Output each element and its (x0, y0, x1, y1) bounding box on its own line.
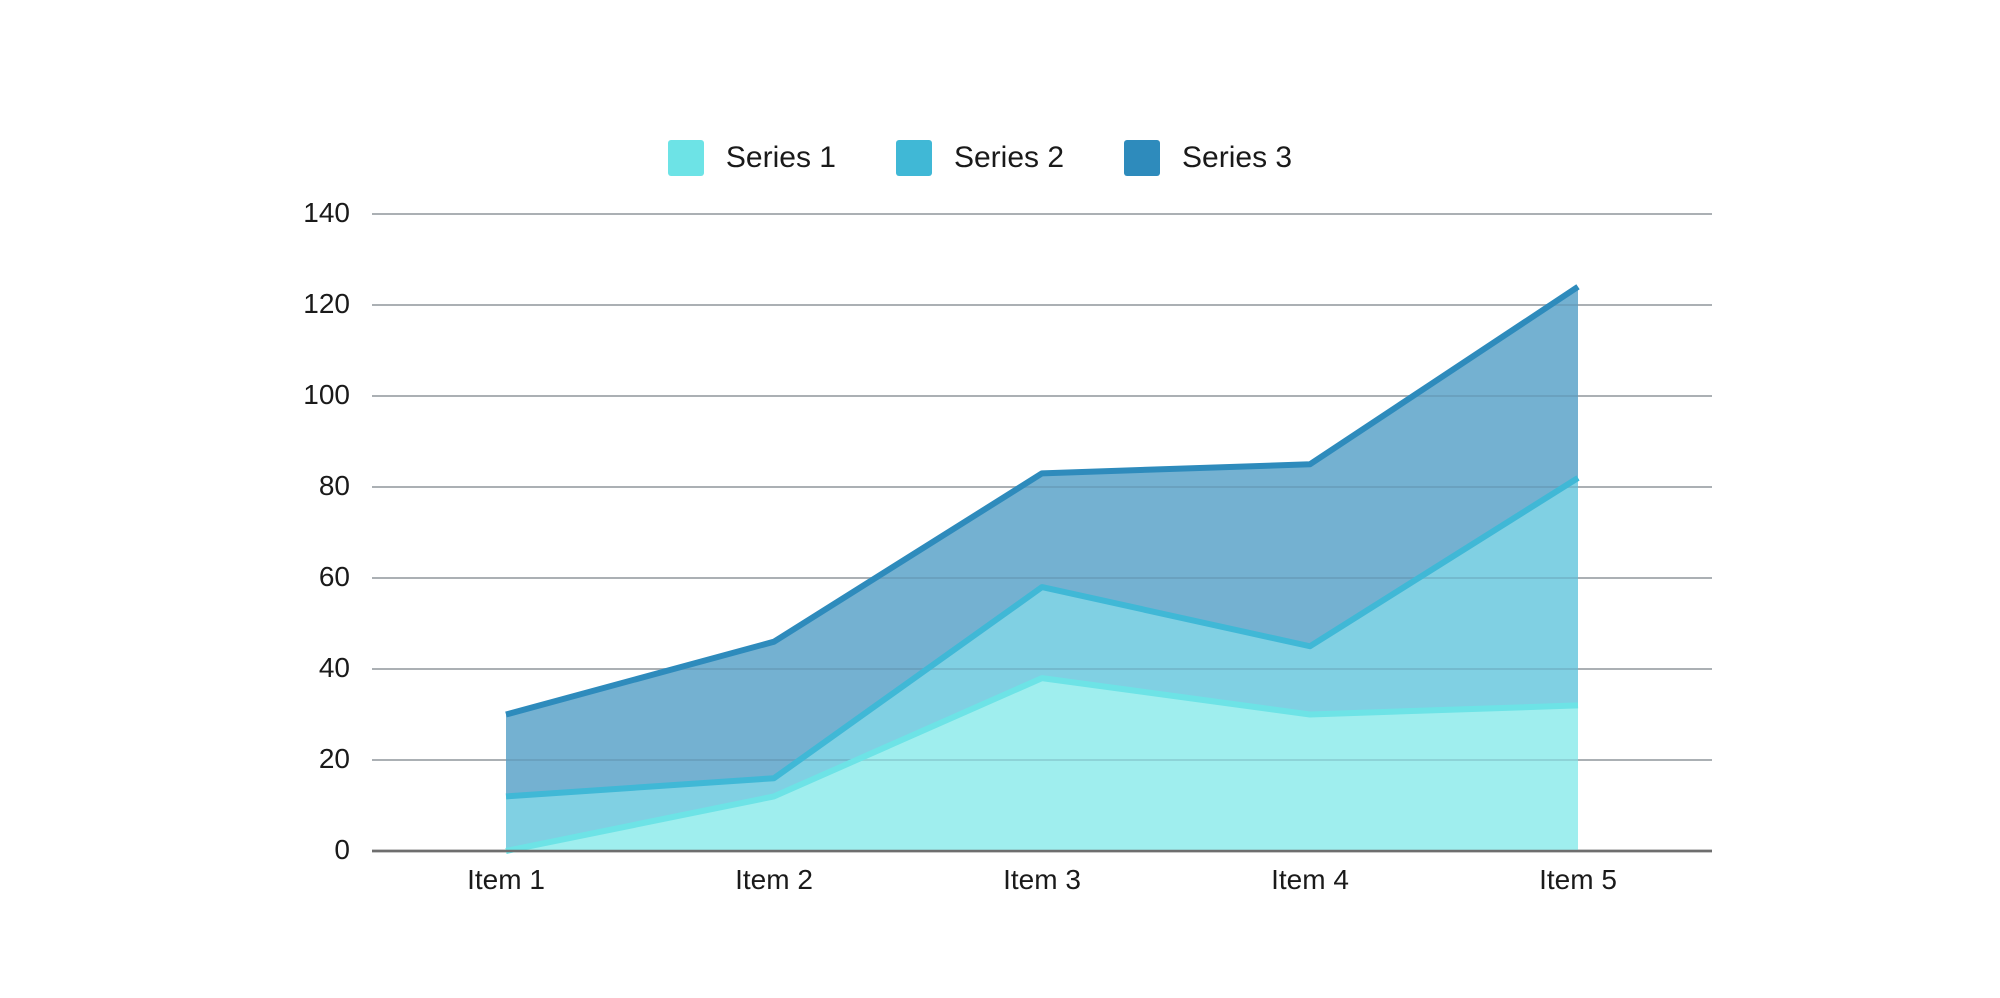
legend-label: Series 1 (725, 141, 836, 174)
line-series-3[interactable] (505, 284, 1580, 718)
legend-swatch-series-3 (1124, 140, 1161, 176)
legend-swatch-series-2 (895, 140, 932, 176)
legend-item-series-3[interactable]: Series 3 (1124, 140, 1292, 176)
legend-item-series-1[interactable]: Series 1 (667, 140, 836, 176)
y-tick-label: 120 (303, 288, 350, 319)
area-series-1[interactable] (506, 678, 1578, 851)
legend-label: Series 3 (1182, 141, 1293, 174)
line-series-1[interactable] (505, 675, 1579, 854)
y-tick-label: 140 (303, 197, 350, 228)
legend-label: Series 2 (953, 141, 1065, 174)
y-tick-label: 0 (334, 834, 350, 865)
y-tick-label: 40 (318, 652, 350, 683)
legend-swatch-series-1 (667, 140, 704, 176)
x-tick-label: Item 3 (1003, 864, 1081, 895)
x-tick-label: Item 2 (735, 864, 813, 895)
legend: Series 1 Series 2 Series 3 (0, 140, 1980, 176)
legend-item-series-2[interactable]: Series 2 (895, 140, 1065, 176)
y-tick-label: 60 (318, 561, 350, 592)
x-tick-label: Item 1 (467, 864, 545, 895)
y-tick-label: 20 (318, 743, 350, 774)
x-tick-label: Item 4 (1271, 864, 1349, 895)
y-tick-label: 80 (318, 470, 350, 501)
y-tick-label: 100 (303, 379, 350, 410)
line-series-2[interactable] (505, 475, 1580, 800)
x-tick-label: Item 5 (1539, 864, 1617, 895)
